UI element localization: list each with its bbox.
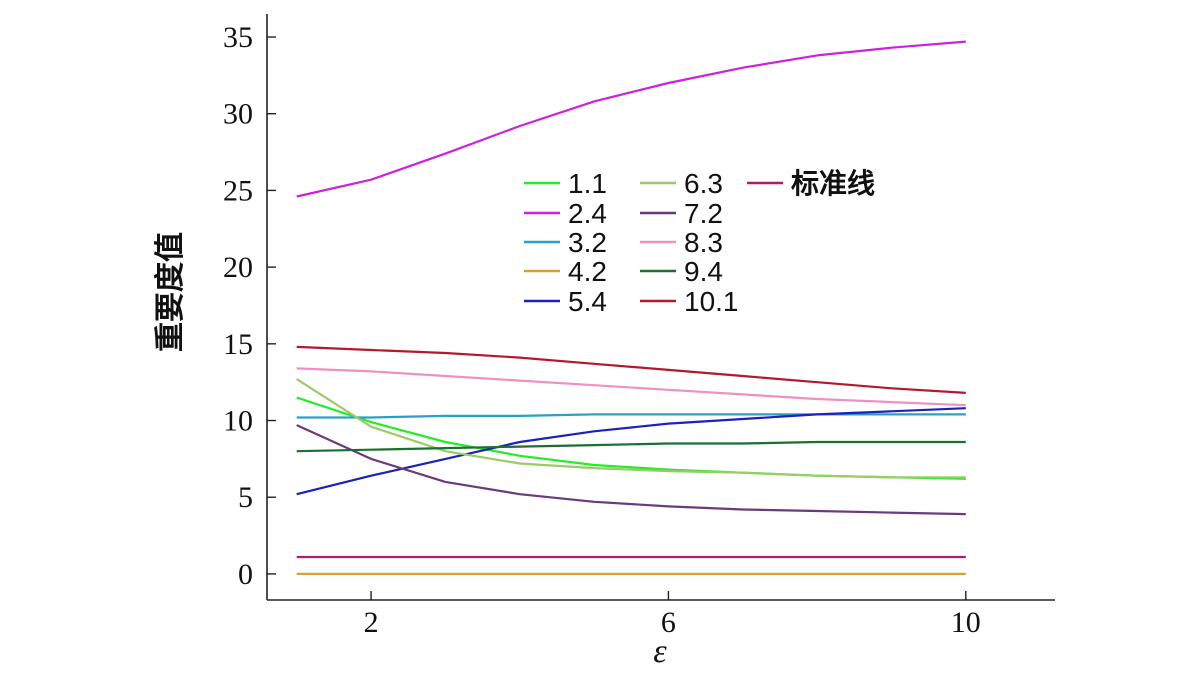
y-axis-title: 重要度值 [153,232,188,352]
series-line-9 [296,345,966,394]
y-tick-label: 35 [223,21,253,54]
x-tick-label: 10 [951,606,981,639]
ticks: 0 5 10 15 20 25 30 35 2 6 10 [223,21,981,639]
series-line-4 [296,407,966,496]
series-line-1 [296,40,966,198]
legend-label-10: 标准线 [791,167,875,200]
series-line-6 [296,424,966,516]
legend-label-3: 4.2 [568,256,607,287]
x-tick-label: 6 [661,606,676,639]
y-tick-label: 10 [223,405,253,438]
legend: 1.12.43.24.25.4 6.37.28.39.410.1 标准线 [524,167,875,317]
x-axis-title: ε [653,633,667,670]
legend-label-7: 8.3 [684,227,723,258]
series-line-5 [296,378,966,479]
series-line-7 [296,367,966,407]
series-line-2 [296,413,966,419]
y-tick-label: 0 [238,558,253,591]
y-tick-label: 25 [223,174,253,207]
x-tick-label: 2 [364,606,379,639]
axes [266,14,1055,601]
legend-label-0: 1.1 [568,168,607,199]
y-tick-label: 5 [238,481,253,514]
legend-label-1: 2.4 [568,198,607,229]
series-line-8 [296,440,966,453]
y-tick-label: 30 [223,98,253,131]
y-tick-label: 20 [223,251,253,284]
legend-label-9: 10.1 [684,286,739,317]
legend-label-4: 5.4 [568,286,607,317]
y-tick-label: 15 [223,328,253,361]
legend-label-6: 7.2 [684,198,723,229]
legend-label-2: 3.2 [568,227,607,258]
legend-label-8: 9.4 [684,256,723,287]
series-layer [296,40,966,576]
legend-label-5: 6.3 [684,168,723,199]
